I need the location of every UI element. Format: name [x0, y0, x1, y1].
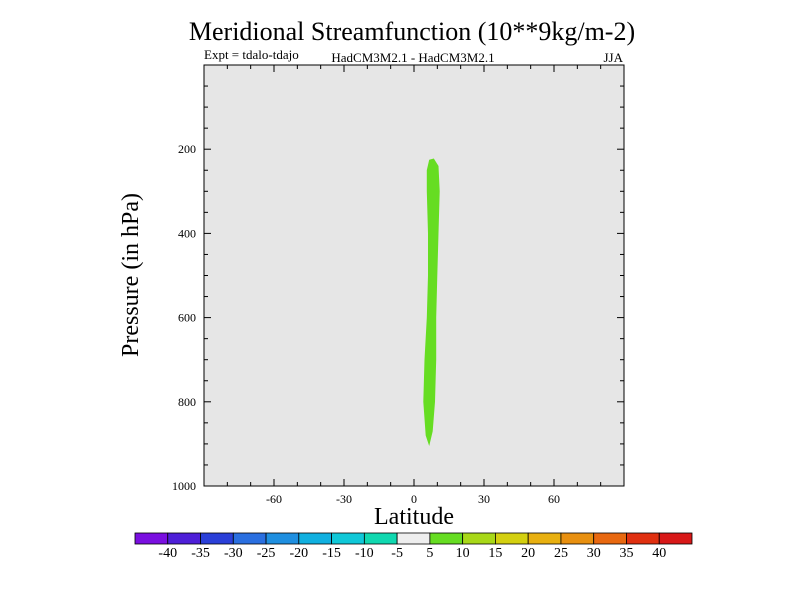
colorbar-label: 5	[426, 546, 433, 561]
x-tick-label: 60	[548, 492, 560, 506]
colorbar-label: -30	[224, 546, 243, 561]
contour-region-positive-5-10	[423, 158, 440, 446]
colorbar: -40 -35 -30 -25 -20 -15 -10 -5 5 10 15 20 25 30 35 40	[134, 532, 693, 561]
chart-title: Meridional Streamfunction (10**9kg/m-2)	[189, 17, 635, 46]
colorbar-label: -35	[191, 546, 210, 561]
y-tick-label: 400	[178, 226, 196, 240]
y-axis-label: Pressure (in hPa)	[118, 193, 144, 357]
model-label: HadCM3M2.1 - HadCM3M2.1	[331, 50, 494, 65]
colorbar-swatch	[134, 532, 169, 545]
colorbar-swatch	[167, 532, 201, 545]
x-axis-label: Latitude	[374, 504, 454, 530]
colorbar-swatch	[658, 532, 693, 545]
x-tick-label: 30	[478, 492, 490, 506]
colorbar-swatch	[232, 532, 267, 545]
colorbar-swatch	[527, 532, 562, 545]
colorbar-label: -25	[257, 546, 276, 561]
colorbar-swatch	[495, 532, 529, 545]
colorbar-label: 30	[587, 546, 601, 561]
colorbar-label: -15	[322, 546, 341, 561]
colorbar-swatch	[363, 532, 398, 545]
colorbar-label: 25	[554, 546, 568, 561]
x-tick-label: 0	[411, 492, 417, 506]
colorbar-label: 40	[652, 546, 666, 561]
colorbar-swatch	[462, 532, 496, 545]
y-tick-label: 200	[178, 142, 196, 156]
colorbar-swatch	[593, 532, 627, 545]
x-tick-label: -60	[266, 492, 282, 506]
plot-area: -60 -30 0 30 60 200 400 600 800 1000	[172, 64, 625, 506]
colorbar-swatch	[396, 532, 431, 545]
colorbar-swatch	[265, 532, 300, 545]
colorbar-label: -20	[289, 546, 308, 561]
colorbar-swatch	[200, 532, 234, 545]
experiment-label: Expt = tdalo-tdajo	[204, 47, 299, 62]
colorbar-swatch	[626, 532, 660, 545]
y-tick-label: 800	[178, 395, 196, 409]
colorbar-label: -40	[158, 546, 177, 561]
plot-background	[204, 65, 624, 486]
colorbar-label: 10	[456, 546, 470, 561]
colorbar-label: 35	[619, 546, 633, 561]
y-tick-label: 600	[178, 311, 196, 325]
colorbar-label: -5	[391, 546, 403, 561]
season-label: JJA	[603, 50, 623, 65]
colorbar-swatch	[560, 532, 595, 545]
x-tick-label: -30	[336, 492, 352, 506]
colorbar-label: -10	[355, 546, 374, 561]
colorbar-label: 15	[488, 546, 502, 561]
y-tick-label: 1000	[172, 479, 196, 493]
colorbar-swatch	[298, 532, 332, 545]
colorbar-label: 20	[521, 546, 535, 561]
colorbar-swatch	[331, 532, 365, 545]
colorbar-swatch	[429, 532, 464, 545]
